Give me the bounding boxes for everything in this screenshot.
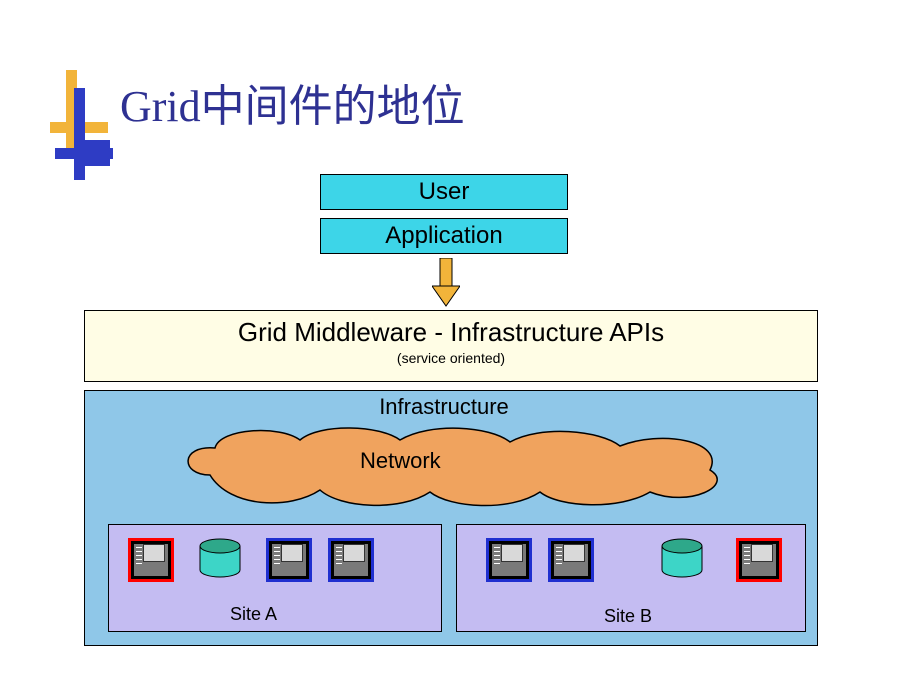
title-bullet-icon	[50, 70, 120, 180]
application-layer-box: Application	[320, 218, 568, 254]
middleware-layer-label: Grid Middleware - Infrastructure APIs	[238, 317, 664, 347]
middleware-layer-box: Grid Middleware - Infrastructure APIs (s…	[84, 310, 818, 382]
site-a-label: Site A	[230, 604, 277, 625]
title-area: Grid中间件的地位	[50, 55, 750, 185]
arrow-down-icon	[432, 258, 460, 308]
network-cloud-icon	[170, 420, 740, 510]
user-layer-box: User	[320, 174, 568, 210]
server-icon	[736, 538, 782, 582]
network-label: Network	[360, 448, 441, 474]
infrastructure-label: Infrastructure	[320, 394, 568, 420]
server-icon	[266, 538, 312, 582]
slide-title: Grid中间件的地位	[120, 70, 465, 134]
server-icon	[486, 538, 532, 582]
server-icon	[128, 538, 174, 582]
server-icon	[548, 538, 594, 582]
server-icon	[328, 538, 374, 582]
site-b-label: Site B	[604, 606, 652, 627]
application-layer-label: Application	[385, 222, 502, 249]
middleware-layer-sublabel: (service oriented)	[85, 350, 817, 366]
database-cylinder-icon	[198, 538, 242, 578]
user-layer-label: User	[419, 178, 470, 205]
database-cylinder-icon	[660, 538, 704, 578]
